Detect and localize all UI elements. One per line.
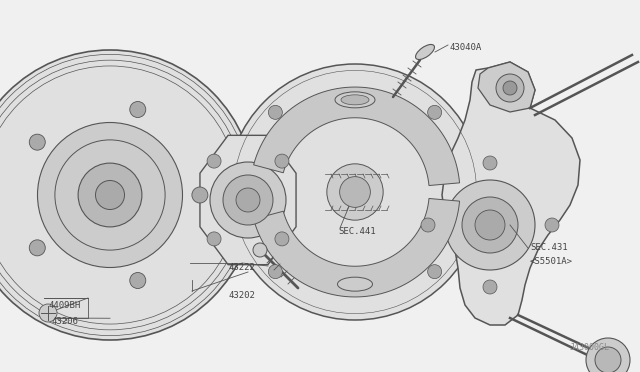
Polygon shape xyxy=(253,87,460,186)
Circle shape xyxy=(130,273,146,289)
Circle shape xyxy=(253,243,267,257)
Circle shape xyxy=(29,134,45,150)
Circle shape xyxy=(595,347,621,372)
Circle shape xyxy=(192,187,208,203)
Text: 43206: 43206 xyxy=(52,317,79,327)
Circle shape xyxy=(0,50,255,340)
Text: 4409BH: 4409BH xyxy=(49,301,81,310)
Ellipse shape xyxy=(335,92,375,108)
Circle shape xyxy=(236,188,260,212)
Text: 43040A: 43040A xyxy=(450,44,483,52)
Circle shape xyxy=(95,180,125,209)
Text: 43222: 43222 xyxy=(228,263,255,273)
Polygon shape xyxy=(478,62,535,112)
Circle shape xyxy=(496,74,524,102)
Circle shape xyxy=(428,264,442,279)
Circle shape xyxy=(29,240,45,256)
Circle shape xyxy=(462,197,518,253)
Circle shape xyxy=(38,122,182,267)
Circle shape xyxy=(55,140,165,250)
Circle shape xyxy=(421,218,435,232)
Circle shape xyxy=(275,232,289,246)
Circle shape xyxy=(340,177,371,207)
Circle shape xyxy=(475,210,505,240)
Circle shape xyxy=(223,175,273,225)
Circle shape xyxy=(39,304,57,322)
Ellipse shape xyxy=(341,95,369,105)
Circle shape xyxy=(483,280,497,294)
Text: 43202: 43202 xyxy=(228,291,255,299)
Circle shape xyxy=(207,154,221,168)
Circle shape xyxy=(483,156,497,170)
Circle shape xyxy=(275,154,289,168)
Polygon shape xyxy=(253,199,460,297)
Ellipse shape xyxy=(337,277,372,291)
Text: SEC.431: SEC.431 xyxy=(530,244,568,253)
Circle shape xyxy=(268,105,282,119)
Circle shape xyxy=(227,64,483,320)
Circle shape xyxy=(78,163,142,227)
Circle shape xyxy=(428,105,442,119)
Polygon shape xyxy=(442,62,580,325)
Ellipse shape xyxy=(415,45,435,60)
Text: <S5501A>: <S5501A> xyxy=(530,257,573,266)
Circle shape xyxy=(503,81,517,95)
Polygon shape xyxy=(200,135,296,264)
Circle shape xyxy=(445,180,535,270)
Text: J43000GL: J43000GL xyxy=(570,343,610,353)
Circle shape xyxy=(545,218,559,232)
Circle shape xyxy=(130,102,146,118)
Circle shape xyxy=(327,164,383,220)
Circle shape xyxy=(207,232,221,246)
Text: SEC.441: SEC.441 xyxy=(338,228,376,237)
Circle shape xyxy=(268,264,282,279)
Circle shape xyxy=(586,338,630,372)
Circle shape xyxy=(210,162,286,238)
